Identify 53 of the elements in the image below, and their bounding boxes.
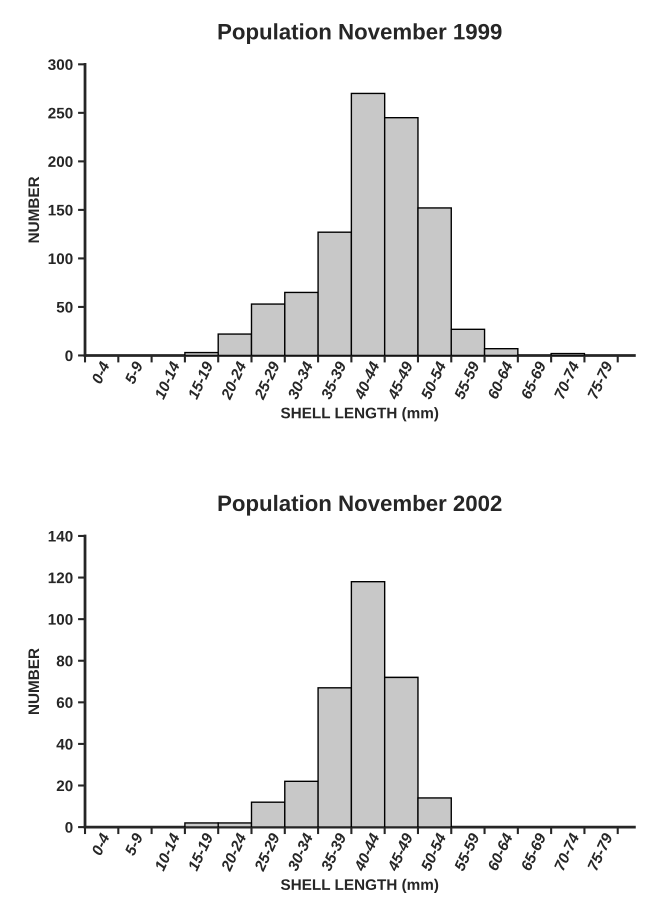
x-tick-label: 30-34 (287, 832, 314, 872)
x-tick-label: 70-74 (554, 832, 580, 872)
x-tick-label: 60-64 (487, 832, 514, 872)
y-tick-label: 50 (56, 302, 73, 313)
y-tick-label: 100 (48, 253, 73, 264)
x-tick-label: 45-49 (386, 360, 414, 401)
x-tick-label: 55-59 (454, 832, 480, 872)
y-tick-label: 300 (48, 59, 73, 70)
y-tick-label: 250 (48, 108, 73, 119)
x-tick-label: 5-9 (124, 360, 144, 385)
x-tick-label: 50-54 (420, 360, 446, 400)
x-tick-label: 10-14 (154, 360, 180, 400)
x-tick-label: 10-14 (154, 832, 180, 872)
y-tick-label: 200 (48, 156, 73, 168)
x-tick-label: 20-24 (220, 360, 247, 401)
y-tick-label: 0 (65, 822, 73, 833)
x-tick-label: 30-34 (287, 360, 314, 400)
x-tick-label: 60-64 (487, 360, 514, 400)
x-tick-label: 20-24 (220, 832, 247, 872)
y-tick-label: 40 (56, 738, 73, 750)
x-tick-label: 35-39 (320, 360, 347, 400)
y-tick-label: 20 (56, 780, 73, 792)
x-tick-label: 35-39 (320, 832, 347, 872)
x-axis-title: SHELL LENGTH (mm) (280, 878, 438, 894)
x-tick-label: 75-79 (587, 360, 614, 400)
y-tick-label: 0 (65, 350, 73, 362)
x-tick-label: 50-54 (420, 832, 446, 872)
x-tick-label: 0-4 (91, 360, 110, 384)
x-tick-label: 25-29 (254, 360, 280, 401)
y-tick-label: 120 (48, 572, 73, 584)
x-tick-label: 75-79 (587, 832, 614, 872)
y-axis-title: NUMBER (28, 176, 40, 242)
x-tick-label: 65-69 (520, 832, 546, 872)
x-tick-label: 70-74 (554, 360, 580, 400)
x-tick-label: 5-9 (124, 832, 144, 856)
chart-title: Population November 2002 (218, 494, 502, 516)
x-tick-label: 0-4 (91, 832, 110, 856)
y-tick-label: 140 (48, 530, 73, 542)
x-tick-label: 40-44 (354, 832, 380, 872)
x-tick-label: 40-44 (354, 360, 380, 401)
y-axis-title: NUMBER (28, 648, 40, 714)
y-tick-label: 100 (48, 614, 73, 625)
y-tick-label: 80 (56, 656, 73, 666)
y-tick-label: 150 (48, 204, 73, 216)
x-axis-title: SHELL LENGTH (mm) (280, 407, 438, 422)
x-tick-label: 65-69 (520, 360, 546, 400)
y-tick-label: 60 (56, 697, 73, 708)
x-tick-label: 25-29 (254, 832, 280, 872)
x-tick-label: 45-49 (386, 832, 414, 872)
x-tick-label: 55-59 (454, 360, 480, 400)
x-tick-label: 15-19 (187, 360, 214, 400)
chart-title: Population November 1999 (218, 23, 502, 44)
x-tick-label: 15-19 (187, 832, 214, 872)
